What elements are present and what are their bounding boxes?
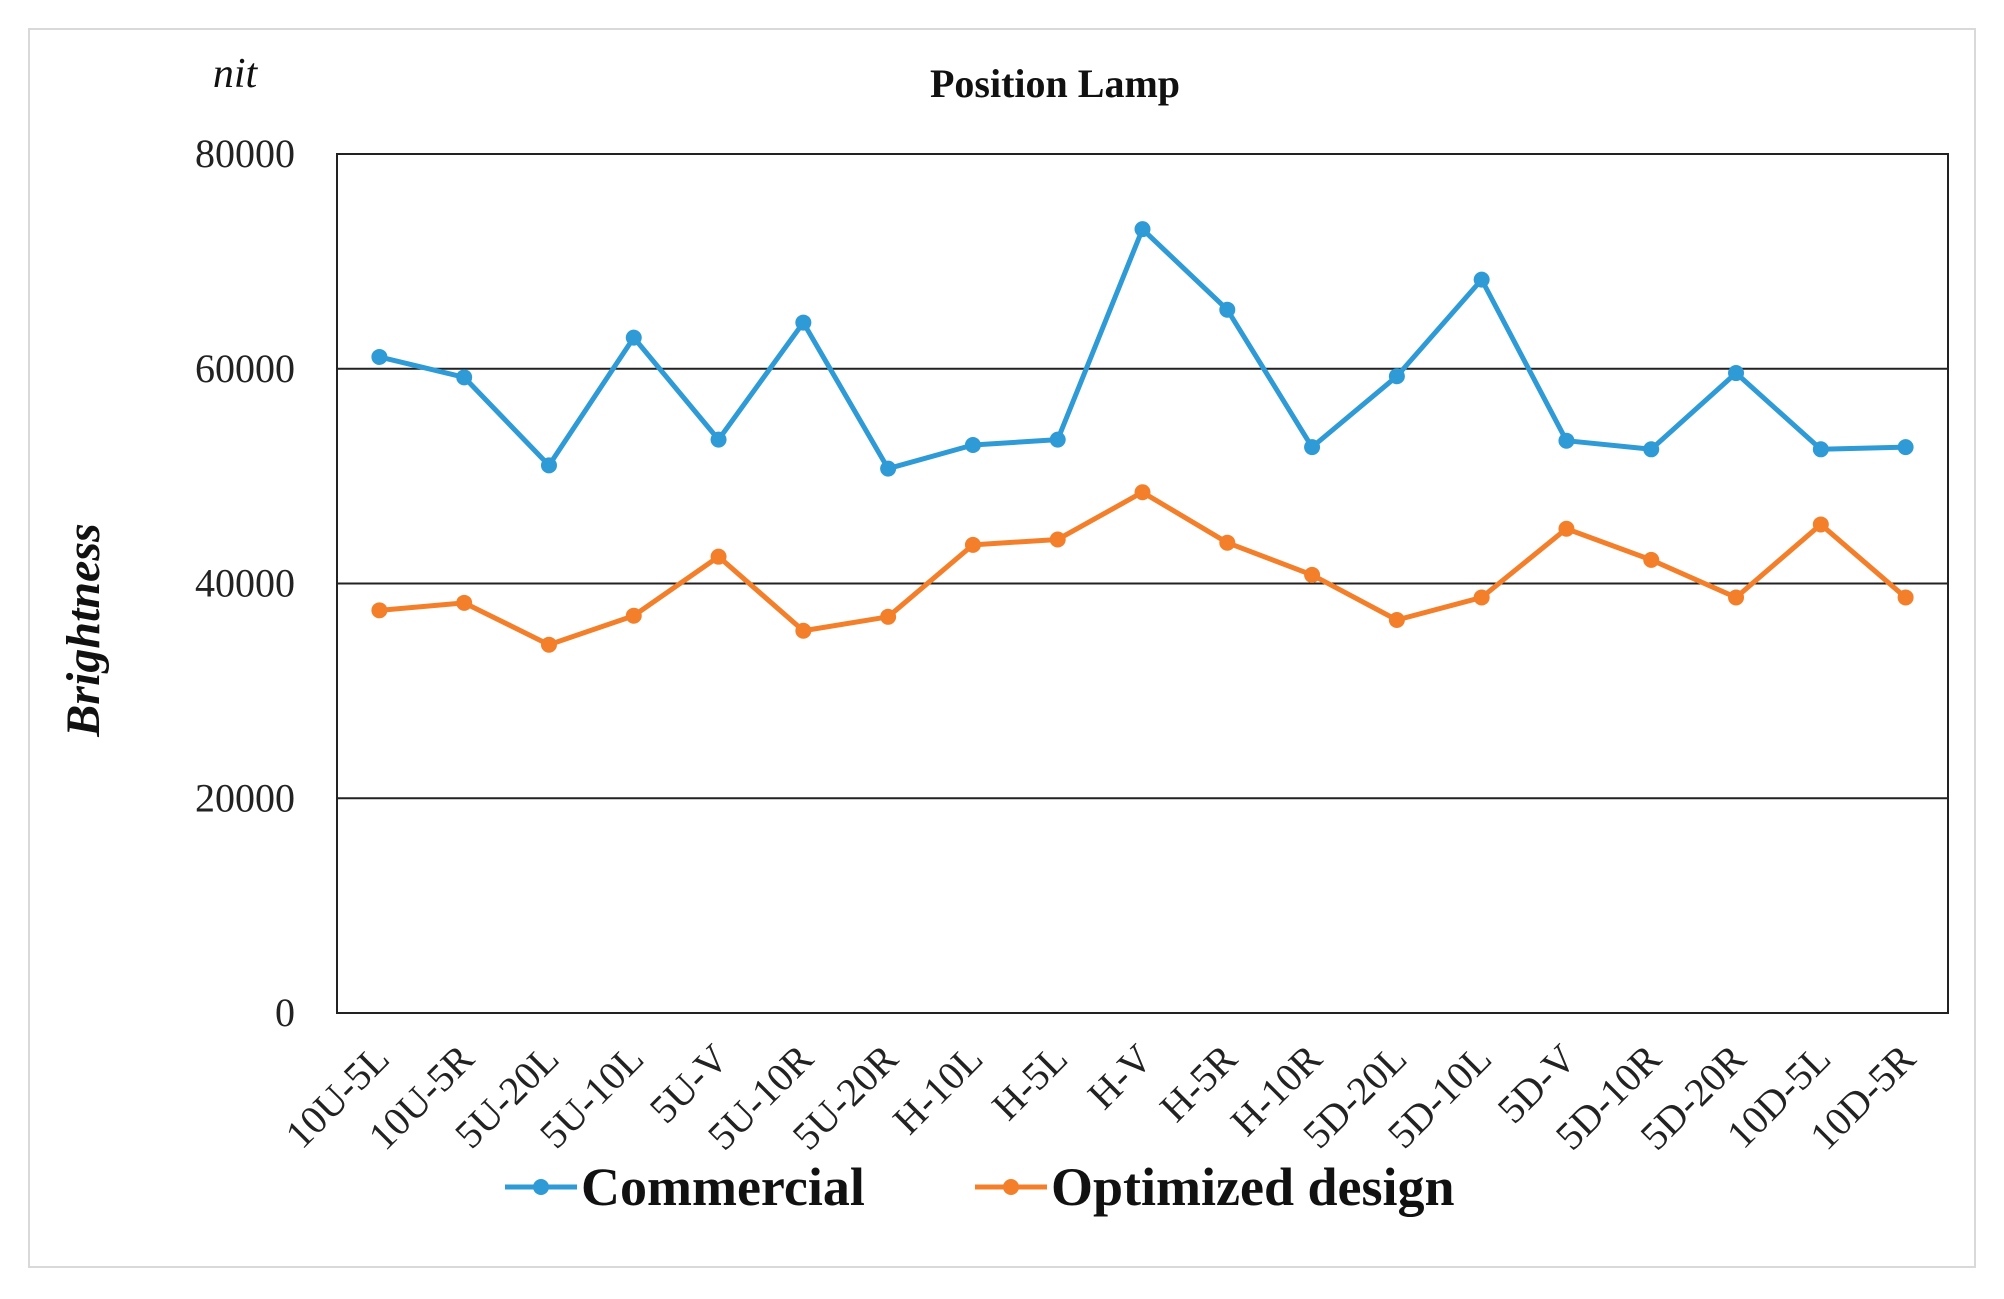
- y-tick-label: 80000: [195, 131, 295, 176]
- series-commercial: [371, 221, 1914, 477]
- y-axis-ticks: 0 20000 40000 60000 80000: [195, 131, 295, 1035]
- data-point: [710, 431, 727, 448]
- data-point: [964, 536, 981, 553]
- series-layer: [371, 221, 1914, 653]
- data-point: [1812, 516, 1829, 533]
- x-tick-label: H-V: [1079, 1035, 1161, 1117]
- data-point: [1304, 566, 1321, 583]
- series-line: [378, 226, 1906, 472]
- plot-area: [336, 153, 1949, 1014]
- series-line: [379, 489, 1908, 648]
- y-axis-label: Brightness: [57, 523, 110, 737]
- legend-marker: [533, 1179, 549, 1195]
- legend-marker: [1003, 1179, 1019, 1195]
- legend-item: Commercial: [505, 1157, 865, 1217]
- y-tick-label: 20000: [195, 775, 295, 820]
- data-point: [540, 636, 557, 653]
- data-point: [1728, 589, 1745, 606]
- data-point: [625, 607, 642, 624]
- data-point: [1897, 589, 1914, 606]
- data-point: [880, 608, 897, 625]
- data-point: [1812, 441, 1829, 458]
- data-point: [1897, 439, 1914, 456]
- data-point: [1643, 441, 1660, 458]
- data-point: [540, 457, 557, 474]
- data-point: [371, 602, 388, 619]
- data-point: [1304, 439, 1321, 456]
- y-tick-label: 40000: [195, 561, 295, 606]
- figure-frame: [28, 28, 1976, 1268]
- data-point: [625, 329, 642, 346]
- data-point: [795, 622, 812, 639]
- data-point: [1049, 431, 1066, 448]
- data-point: [1643, 551, 1660, 568]
- data-point: [964, 436, 981, 453]
- data-point: [1219, 534, 1236, 551]
- data-point: [456, 369, 473, 386]
- data-point: [880, 460, 897, 477]
- legend: Commercial Optimized design: [505, 1157, 1455, 1217]
- legend-item: Optimized design: [975, 1157, 1455, 1217]
- data-point: [1134, 221, 1151, 238]
- data-point: [1134, 484, 1151, 501]
- data-point: [1558, 520, 1575, 537]
- x-tick-label: H-5L: [983, 1036, 1076, 1129]
- x-axis-ticks: 10U-5L10U-5R5U-20L5U-10L5U-V5U-10R5U-20R…: [276, 1035, 1924, 1158]
- x-tick-label: H-10L: [884, 1036, 991, 1143]
- data-point: [1388, 368, 1405, 385]
- data-point: [1049, 531, 1066, 548]
- legend-label: Optimized design: [1051, 1157, 1455, 1217]
- data-point: [1728, 365, 1745, 382]
- y-tick-label: 0: [275, 990, 295, 1035]
- data-point: [1473, 271, 1490, 288]
- chart-title: Position Lamp: [930, 61, 1180, 106]
- data-point: [371, 348, 388, 365]
- data-point: [1473, 589, 1490, 606]
- unit-label: nit: [213, 51, 259, 97]
- y-tick-label: 60000: [195, 346, 295, 391]
- series-optimized-design: [371, 484, 1914, 653]
- data-point: [456, 594, 473, 611]
- data-point: [710, 548, 727, 565]
- data-point: [795, 314, 812, 331]
- data-point: [1219, 301, 1236, 318]
- data-point: [1388, 612, 1405, 629]
- legend-label: Commercial: [581, 1157, 865, 1217]
- data-point: [1558, 432, 1575, 449]
